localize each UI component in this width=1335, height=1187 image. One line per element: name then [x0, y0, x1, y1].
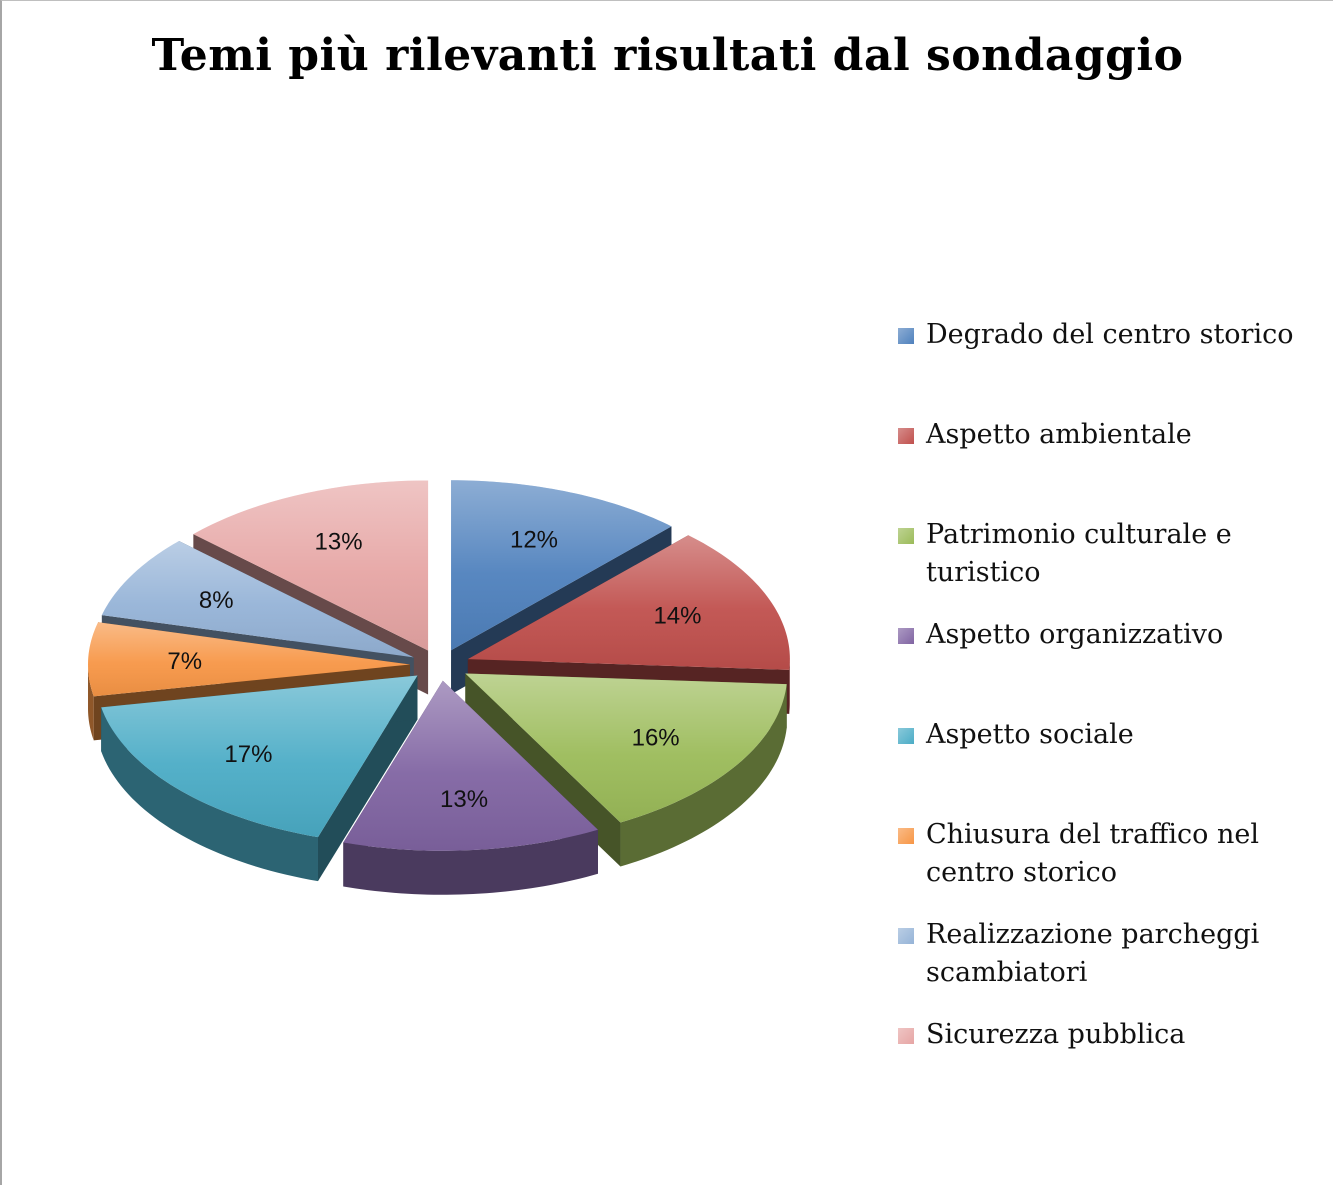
pie-slice [465, 673, 787, 867]
data-label: 8% [199, 587, 234, 614]
pie-slice [343, 680, 598, 895]
legend-swatch [898, 1028, 914, 1044]
pie-slice-wall [317, 675, 418, 882]
data-label: 7% [167, 648, 202, 675]
legend-label: Sicurezza pubblica [926, 1019, 1186, 1050]
legend-label: Aspetto organizzativo [926, 619, 1224, 650]
pie-slice-sheen [193, 480, 429, 651]
legend-label: Aspetto sociale [926, 719, 1134, 750]
pie-slice-sheen [467, 535, 790, 670]
legend: Degrado del centro storico Aspetto ambie… [898, 316, 1318, 1056]
legend-label: Aspetto ambientale [926, 419, 1192, 450]
legend-swatch [898, 428, 914, 444]
legend-item: Chiusura del traffico nel centro storico [898, 816, 1301, 916]
pie-slice-sheen [451, 480, 672, 651]
pie-slice-sheen [101, 540, 414, 658]
legend-swatch [898, 628, 914, 644]
data-label: 12% [510, 527, 558, 554]
pie-slice-side [88, 664, 94, 741]
legend-swatch [898, 728, 914, 744]
legend-item: Aspetto sociale [898, 716, 1318, 816]
data-label: 13% [440, 786, 488, 813]
legend-item: Sicurezza pubblica [898, 1016, 1318, 1056]
pie-slice-side [620, 684, 787, 867]
legend-label: Degrado del centro storico [926, 319, 1294, 350]
pie-slice-sheen [88, 622, 411, 697]
pie-slice-sheen [465, 673, 787, 823]
legend-swatch [898, 528, 914, 544]
pie-slice-side [343, 829, 598, 895]
pie-slice-sheen [343, 680, 598, 851]
legend-item: Aspetto organizzativo [898, 616, 1318, 716]
legend-item: Realizzazione parcheggi scambiatori [898, 916, 1306, 1016]
legend-item: Aspetto ambientale [898, 416, 1318, 516]
legend-label: Chiusura del traffico nel centro storico [926, 819, 1260, 888]
legend-label: Realizzazione parcheggi scambiatori [926, 919, 1260, 988]
legend-item: Degrado del centro storico [898, 316, 1318, 416]
data-label: 16% [632, 724, 680, 751]
legend-label: Patrimonio culturale e turistico [926, 519, 1232, 588]
legend-item: Patrimonio culturale e turistico [898, 516, 1256, 616]
pie-slice [101, 675, 418, 882]
legend-swatch [898, 928, 914, 944]
pie-slice-sheen [101, 675, 418, 838]
legend-swatch [898, 328, 914, 344]
data-label: 13% [315, 528, 363, 555]
data-label: 17% [224, 741, 272, 768]
data-label: 14% [653, 602, 701, 629]
pie-slice-side [789, 659, 790, 714]
chart-title: Temi più rilevanti risultati dal sondagg… [151, 30, 1184, 81]
legend-swatch [898, 828, 914, 844]
pie-slice-side [101, 707, 318, 882]
